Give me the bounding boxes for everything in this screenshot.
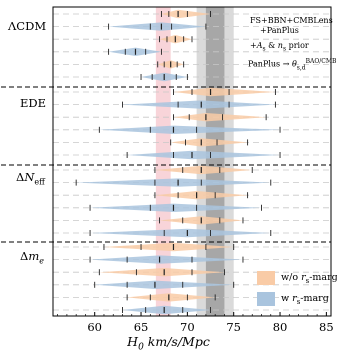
group-label-lcdm: ΛCDM [8,19,47,33]
group-separators [1,86,331,243]
interval-shape [154,165,253,175]
annotation-panplus: +PanPlus [260,26,299,35]
x-tick-label: 75 [226,320,242,334]
interval-shape [127,150,281,160]
interval-shape [161,9,211,19]
grid-lines [53,13,331,311]
x-tick-label: 60 [87,320,103,334]
interval-shape [99,268,225,277]
interval-shape [90,203,262,212]
interval-shape [94,280,234,289]
legend-swatch-without-rs-marg [257,271,275,285]
legend-swatch-with-rs-marg [257,292,275,306]
interval-shape [170,138,248,147]
interval-shape [90,228,271,238]
reference-bands [155,7,234,316]
interval-marks [75,9,281,315]
axes-frame [52,6,332,317]
x-tick-label: 85 [319,320,334,334]
interval-shape [99,125,281,134]
x-tick-label: 80 [272,320,288,334]
x-tick-label: 65 [133,320,149,334]
x-axis-label: H0 km/s/Mpc [127,334,210,353]
annotation-as-ns-prior: +As & ns prior [250,41,309,53]
interval-shape [108,22,206,31]
legend-label-without-rs-marg: w/o rs-marg [281,272,337,285]
interval-shape [122,100,276,109]
reference-band [205,7,225,316]
legend-label-with-rs-marg: w rs-marg [281,293,329,306]
interval-shape [122,305,211,315]
reference-band [155,7,171,316]
interval-shape [90,255,243,264]
interval-shape [173,87,276,97]
interval-shape [173,113,267,122]
x-tick-label: 70 [180,320,195,334]
group-label-dme: Δme [20,249,44,266]
interval-shape [127,293,216,302]
interval-shape [76,178,271,187]
interval-shape [103,242,234,252]
group-label-ede: EDE [20,96,47,110]
annotation-data-combination: FS+BBN+CMBLens [250,16,333,25]
group-label-dneff: ΔNeff [16,170,45,187]
plot-frame [52,6,332,317]
annotation-theta-replacement: PanPlus → θs,dBAO/CMB [248,58,337,72]
